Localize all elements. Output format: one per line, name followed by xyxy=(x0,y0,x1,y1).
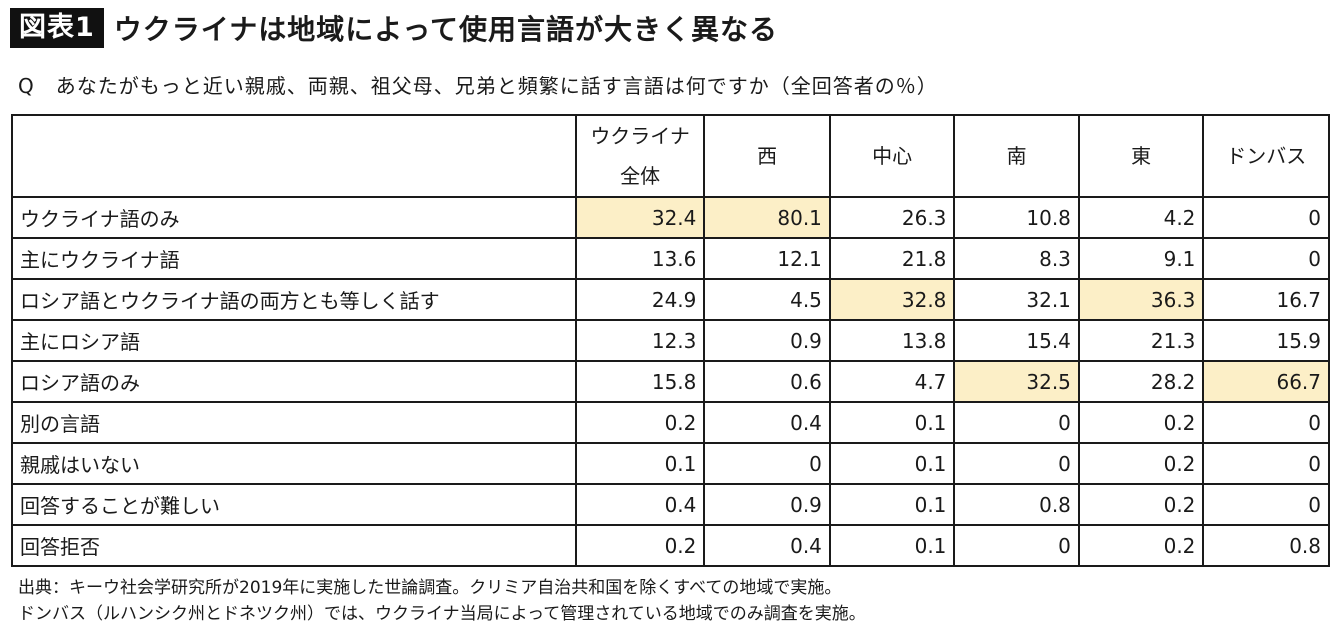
data-cell: 0.2 xyxy=(1077,524,1205,567)
row-label: 主にロシア語 xyxy=(11,319,577,362)
data-cell: 15.4 xyxy=(953,319,1080,362)
data-cell: 0.8 xyxy=(1202,524,1330,567)
data-cell: 13.6 xyxy=(574,237,706,280)
data-cell: 0 xyxy=(953,401,1080,444)
data-cell: 0.6 xyxy=(703,360,831,403)
table-row: 親戚はいない 0.1 0 0.1 0 0.2 0 xyxy=(11,442,1330,485)
row-label: ロシア語とウクライナ語の両方とも等しく話す xyxy=(11,278,577,321)
data-cell: 0.2 xyxy=(574,524,706,567)
data-cell: 0 xyxy=(1202,401,1330,444)
data-cell: 21.8 xyxy=(828,237,956,280)
column-header: ドンバス xyxy=(1202,114,1330,198)
data-cell: 32.5 xyxy=(953,360,1080,403)
question-text: Q あなたがもっと近い親戚、両親、祖父母、兄弟と頻繁に話す言語は何ですか（全回答… xyxy=(18,74,938,98)
data-cell: 28.2 xyxy=(1077,360,1205,403)
data-cell: 0.1 xyxy=(828,401,956,444)
data-cell: 0 xyxy=(953,524,1080,567)
table-row: 別の言語 0.2 0.4 0.1 0 0.2 0 xyxy=(11,401,1330,444)
data-cell: 12.3 xyxy=(574,319,706,362)
data-cell: 15.8 xyxy=(574,360,706,403)
column-header: 南 xyxy=(953,114,1080,198)
data-cell: 0.2 xyxy=(1077,442,1205,485)
data-cell: 16.7 xyxy=(1202,278,1330,321)
data-cell: 32.4 xyxy=(574,196,706,239)
data-cell: 0.4 xyxy=(703,524,831,567)
data-cell: 21.3 xyxy=(1077,319,1205,362)
row-label: ロシア語のみ xyxy=(11,360,577,403)
data-cell: 4.7 xyxy=(828,360,956,403)
data-cell: 26.3 xyxy=(828,196,956,239)
row-label: 主にウクライナ語 xyxy=(11,237,577,280)
data-cell: 0.2 xyxy=(574,401,706,444)
table-row: 主にウクライナ語 13.6 12.1 21.8 8.3 9.1 0 xyxy=(11,237,1330,280)
table-row: ロシア語のみ 15.8 0.6 4.7 32.5 28.2 66.7 xyxy=(11,360,1330,403)
data-cell: 0 xyxy=(953,442,1080,485)
data-cell: 15.9 xyxy=(1202,319,1330,362)
data-cell: 0.9 xyxy=(703,319,831,362)
row-label: 回答拒否 xyxy=(11,524,577,567)
data-cell: 0 xyxy=(1202,196,1330,239)
data-cell: 0.2 xyxy=(1077,401,1205,444)
table-row: 回答することが難しい 0.4 0.9 0.1 0.8 0.2 0 xyxy=(11,483,1330,526)
data-cell: 12.1 xyxy=(703,237,831,280)
data-cell: 36.3 xyxy=(1077,278,1205,321)
footnote-source: 出典：キーウ社会学研究所が2019年に実施した世論調査。クリミア自治共和国を除く… xyxy=(18,578,842,598)
data-cell: 0.4 xyxy=(703,401,831,444)
data-cell: 24.9 xyxy=(574,278,706,321)
table-row: ロシア語とウクライナ語の両方とも等しく話す 24.9 4.5 32.8 32.1 36.3… xyxy=(11,278,1330,321)
data-cell: 66.7 xyxy=(1202,360,1330,403)
header-corner-cell xyxy=(11,114,577,198)
data-cell: 4.2 xyxy=(1077,196,1205,239)
data-cell: 0.1 xyxy=(828,524,956,567)
column-header: 中心 xyxy=(828,114,956,198)
column-header: 西 xyxy=(703,114,831,198)
table-row: 回答拒否 0.2 0.4 0.1 0 0.2 0.8 xyxy=(11,524,1330,567)
column-header: ウクライナ全体 xyxy=(574,114,706,198)
data-cell: 0 xyxy=(703,442,831,485)
data-cell: 80.1 xyxy=(703,196,831,239)
data-cell: 0 xyxy=(1202,483,1330,526)
column-header: 東 xyxy=(1077,114,1205,198)
data-cell: 8.3 xyxy=(953,237,1080,280)
data-cell: 0 xyxy=(1202,442,1330,485)
table-row: 主にロシア語 12.3 0.9 13.8 15.4 21.3 15.9 xyxy=(11,319,1330,362)
data-cell: 0.2 xyxy=(1077,483,1205,526)
footnote: 出典：キーウ社会学研究所が2019年に実施した世論調査。クリミア自治共和国を除く… xyxy=(18,575,866,627)
data-cell: 10.8 xyxy=(953,196,1080,239)
row-label: ウクライナ語のみ xyxy=(11,196,577,239)
data-cell: 13.8 xyxy=(828,319,956,362)
data-cell: 0.1 xyxy=(828,442,956,485)
footnote-note: ドンバス（ルハンシク州とドネツク州）では、ウクライナ当局によって管理されている地… xyxy=(18,604,866,624)
figure-title: ウクライナは地域によって使用言語が大きく異なる xyxy=(113,13,778,46)
figure-badge: 図表1 xyxy=(10,8,104,48)
row-label: 親戚はいない xyxy=(11,442,577,485)
data-cell: 4.5 xyxy=(703,278,831,321)
row-label: 別の言語 xyxy=(11,401,577,444)
data-cell: 32.8 xyxy=(828,278,956,321)
figure-header: 図表1 ウクライナは地域によって使用言語が大きく異なる xyxy=(10,8,778,48)
data-cell: 0.9 xyxy=(703,483,831,526)
data-cell: 0.1 xyxy=(828,483,956,526)
data-cell: 32.1 xyxy=(953,278,1080,321)
data-cell: 9.1 xyxy=(1077,237,1205,280)
table-row: ウクライナ語のみ 32.4 80.1 26.3 10.8 4.2 0 xyxy=(11,196,1330,239)
data-cell: 0.1 xyxy=(574,442,706,485)
data-cell: 0.4 xyxy=(574,483,706,526)
data-cell: 0 xyxy=(1202,237,1330,280)
table-header-row: ウクライナ全体 西 中心 南 東 ドンバス xyxy=(11,114,1330,198)
data-cell: 0.8 xyxy=(953,483,1080,526)
language-table: ウクライナ全体 西 中心 南 東 ドンバス ウクライナ語のみ 32.4 80.1 26… xyxy=(11,114,1330,567)
table-body: ウクライナ語のみ 32.4 80.1 26.3 10.8 4.2 0 主にウクライナ語 13.6… xyxy=(11,196,1330,567)
row-label: 回答することが難しい xyxy=(11,483,577,526)
